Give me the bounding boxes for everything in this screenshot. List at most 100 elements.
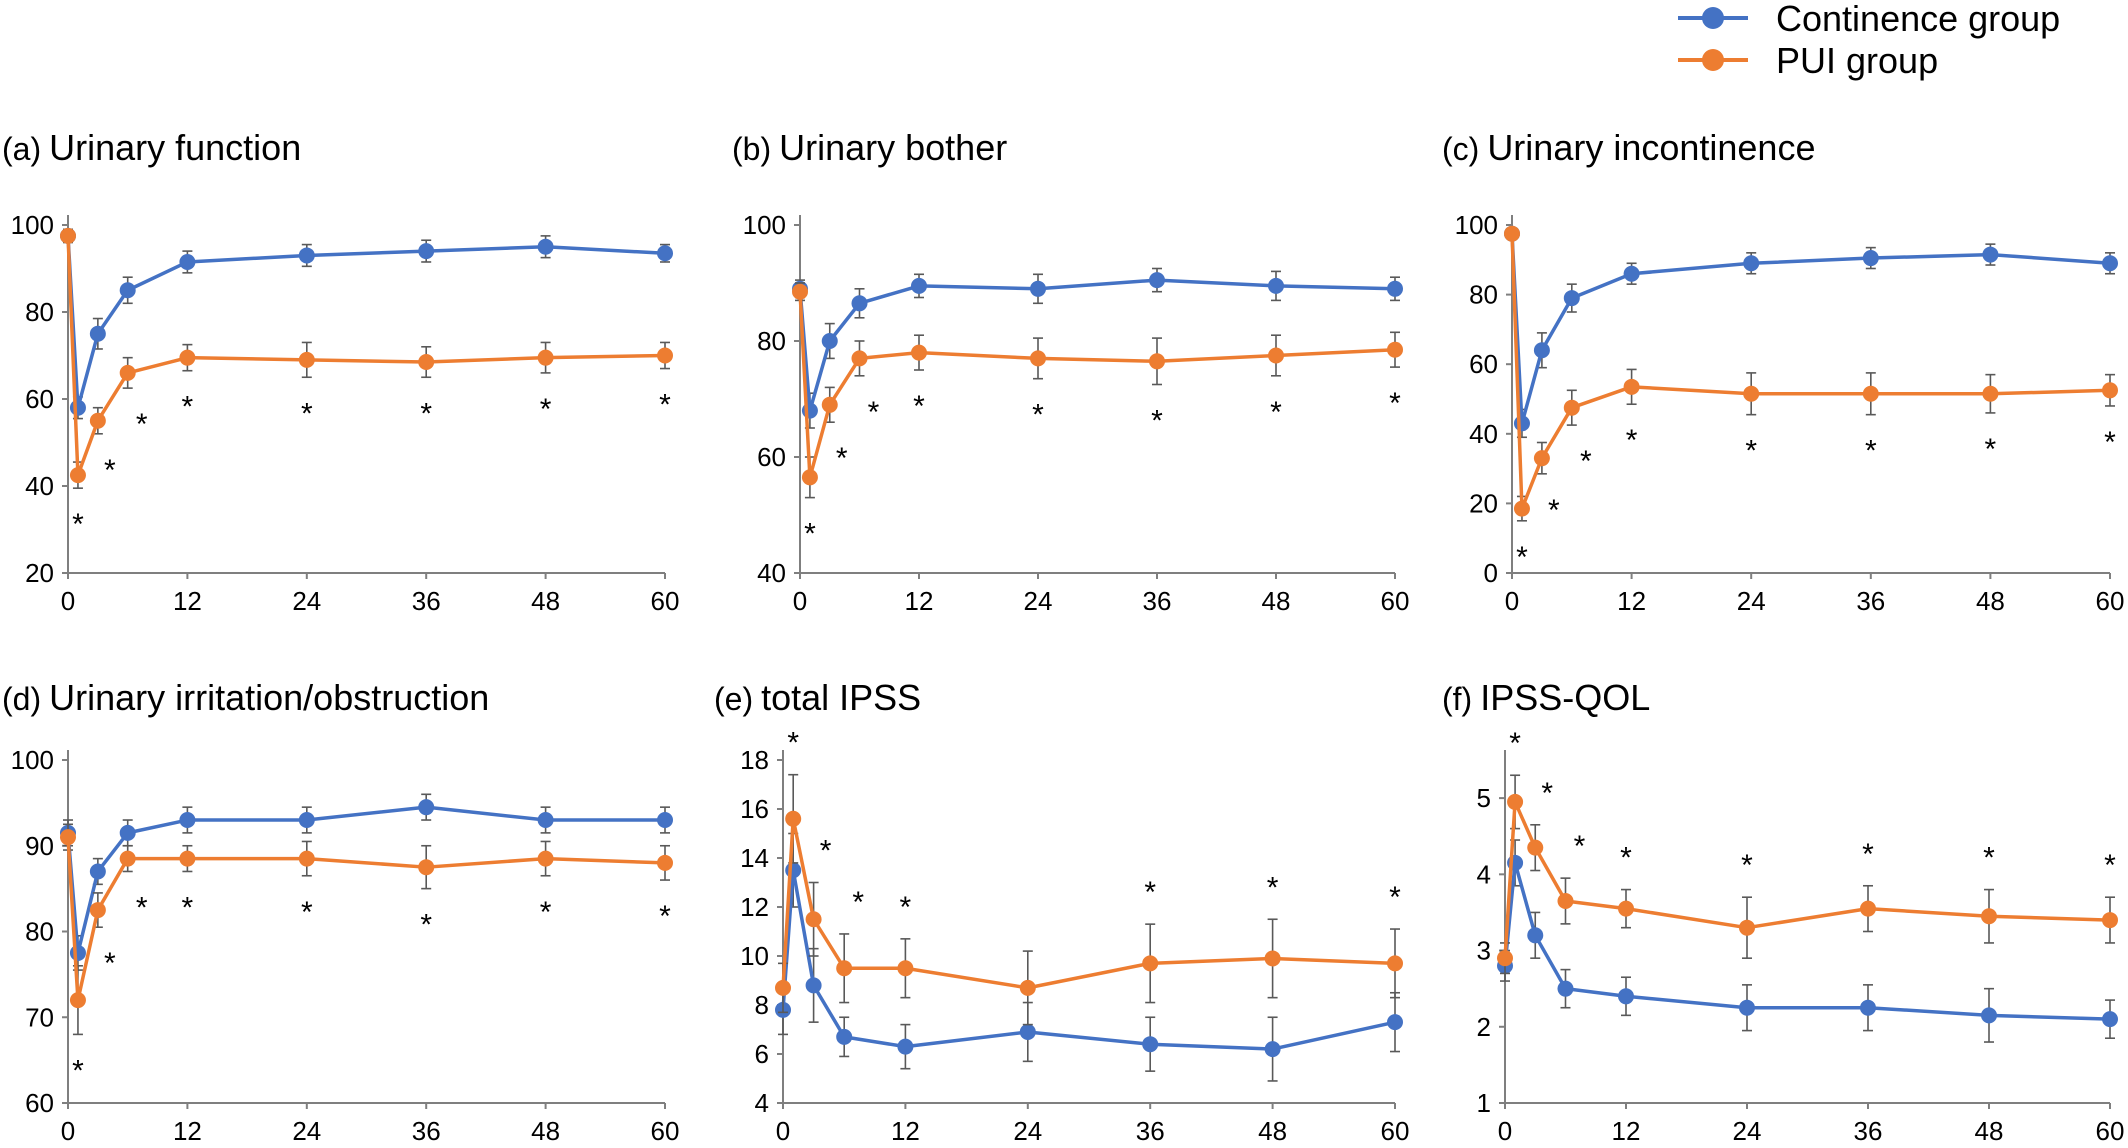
data-point <box>785 862 802 879</box>
significance-star: * <box>136 891 148 924</box>
data-point <box>1618 900 1634 917</box>
panel-letter: (a) <box>2 131 41 167</box>
y-tick-label: 40 <box>1469 419 1498 449</box>
panel-title-text: total IPSS <box>761 677 921 718</box>
chart-panel: (e) total IPSS 4 6 8 10 12 14 16 18 0 12 24 36 48 60 * * *… <box>714 677 1409 1146</box>
data-point <box>119 824 136 841</box>
x-tick-label: 12 <box>173 586 202 616</box>
chart-panel: (a) Urinary function 20 40 60 80 100 0 12 24 36 48 6… <box>2 127 679 616</box>
data-point <box>911 344 927 361</box>
panel-title-text: Urinary function <box>49 127 301 168</box>
data-point <box>60 829 76 846</box>
data-point <box>775 979 791 996</box>
series-line <box>798 278 1396 413</box>
data-point <box>1507 793 1524 810</box>
data-point <box>1387 280 1403 297</box>
significance-star: * <box>540 896 552 929</box>
y-tick-label: 20 <box>25 558 54 588</box>
series <box>60 227 673 489</box>
significance-star: * <box>1270 396 1282 429</box>
data-point <box>1981 908 1997 925</box>
data-point <box>1862 385 1879 402</box>
data-point <box>785 810 802 827</box>
data-point <box>119 850 136 867</box>
x-tick-label: 0 <box>61 1116 75 1146</box>
data-point <box>1142 1036 1159 1053</box>
y-tick-label: 80 <box>1469 280 1498 310</box>
y-tick-label: 6 <box>755 1039 769 1069</box>
data-point <box>657 854 673 871</box>
series-line <box>1503 861 2111 1021</box>
data-point <box>911 277 927 294</box>
data-point <box>851 350 868 367</box>
x-tick-label: 24 <box>1733 1116 1762 1146</box>
data-point <box>1623 378 1640 395</box>
data-point <box>657 245 673 262</box>
legend-marker <box>1702 7 1724 29</box>
significance-star: * <box>1626 424 1638 457</box>
x-tick-label: 24 <box>1013 1116 1042 1146</box>
x-tick-label: 36 <box>412 586 441 616</box>
data-point <box>1019 1023 1036 1040</box>
data-point <box>2102 382 2118 399</box>
y-tick-label: 2 <box>1477 1012 1491 1042</box>
data-point <box>1268 277 1284 294</box>
significance-star: * <box>868 396 880 429</box>
series <box>60 227 673 420</box>
y-tick-label: 80 <box>757 326 786 356</box>
x-tick-label: 12 <box>905 586 934 616</box>
x-tick-label: 36 <box>1136 1116 1165 1146</box>
y-tick-label: 8 <box>755 990 769 1020</box>
y-tick-label: 10 <box>740 941 769 971</box>
significance-star: * <box>659 900 671 933</box>
significance-star: * <box>301 397 313 430</box>
significance-star: * <box>1862 838 1874 871</box>
significance-star: * <box>136 408 148 441</box>
series-line <box>66 837 666 1002</box>
x-tick-label: 24 <box>292 586 321 616</box>
data-point <box>2102 1011 2118 1028</box>
significance-star: * <box>787 727 799 760</box>
data-point <box>1563 399 1580 416</box>
data-point <box>537 812 554 829</box>
data-point <box>1387 1014 1403 1031</box>
y-tick-label: 100 <box>11 745 54 775</box>
series <box>775 832 1403 1082</box>
significance-star: * <box>1389 881 1401 914</box>
significance-star: * <box>1389 387 1401 420</box>
panel-title-text: Urinary irritation/obstruction <box>49 677 489 718</box>
y-tick-label: 80 <box>25 917 54 947</box>
data-point <box>537 349 554 366</box>
data-point <box>897 1038 914 1055</box>
x-tick-label: 0 <box>61 586 75 616</box>
significance-star: * <box>852 886 864 919</box>
legend-label: Continence group <box>1776 0 2060 39</box>
y-tick-label: 100 <box>743 210 786 240</box>
series-line <box>798 291 1396 480</box>
data-point <box>537 850 554 867</box>
chart-panel: (b) Urinary bother 40 60 80 100 0 12 24 36 48 60 * * *… <box>732 127 1409 616</box>
data-point <box>69 944 86 961</box>
significance-star: * <box>1985 433 1997 466</box>
significance-star: * <box>1580 445 1592 478</box>
y-tick-label: 90 <box>25 831 54 861</box>
significance-star: * <box>1151 405 1163 438</box>
data-point <box>851 295 868 312</box>
data-point <box>119 282 136 299</box>
data-point <box>1387 955 1403 972</box>
y-tick-label: 4 <box>1477 859 1491 889</box>
significance-star: * <box>1267 871 1279 904</box>
x-tick-label: 0 <box>793 586 807 616</box>
data-point <box>89 412 106 429</box>
y-tick-label: 80 <box>25 297 54 327</box>
data-point <box>1563 290 1580 307</box>
panel-title: (a) Urinary function <box>2 127 301 168</box>
series <box>1497 839 2118 1043</box>
data-point <box>179 253 196 270</box>
data-point <box>418 859 435 876</box>
data-point <box>1739 999 1755 1016</box>
data-point <box>1527 927 1544 944</box>
significance-star: * <box>301 896 313 929</box>
